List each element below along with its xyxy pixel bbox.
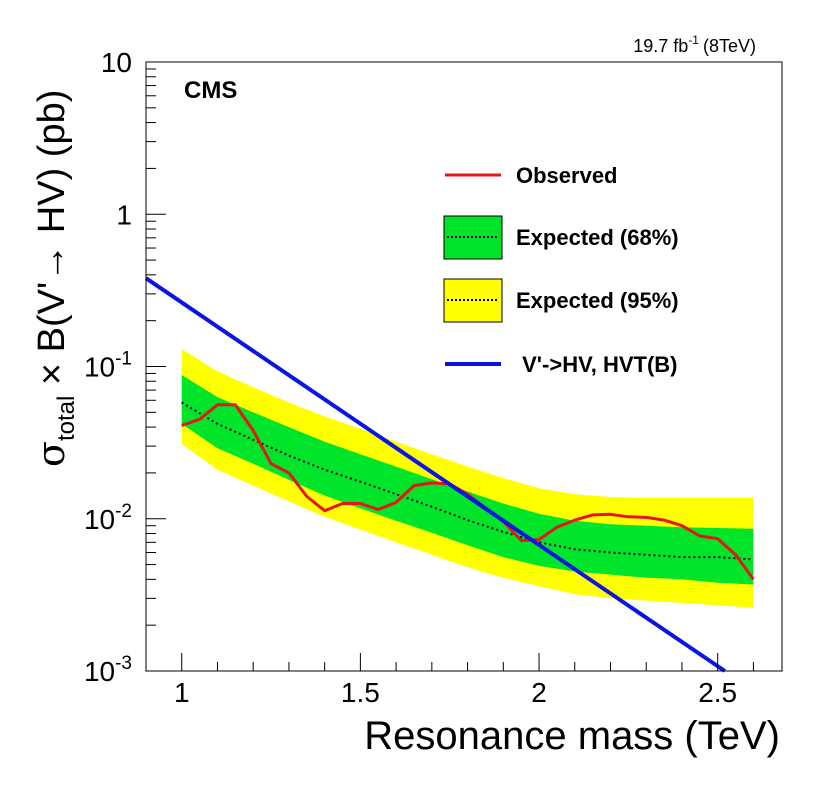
y-axis-title: σtotal × B(V'→ HV) (pb) [29,90,80,467]
lumi-exponent: -1 [688,33,699,47]
legend-exp68-label: Expected (68%) [516,225,679,250]
legend-exp95-label: Expected (95%) [516,288,679,313]
expected-bands [181,349,754,608]
y-tick-label: 10 [101,47,132,78]
axes: 1 1.5 2 2.5 10 1 10-1 10-2 10-3 [84,47,754,708]
limit-lines [144,276,755,673]
x-tick-label: 1.5 [341,677,380,708]
expected-median-line [181,401,754,561]
band-68 [181,375,754,585]
x-axis-title: Resonance mass (TeV) [364,714,780,758]
lumi-energy: (8TeV) [703,36,756,56]
lumi-label: 19.7 fb-1 (8TeV) [633,33,756,56]
legend-theory-label: V'->HV, HVT(B) [516,352,678,377]
y-tick-label: 10-1 [84,349,132,383]
y-axis-title-sub: total [53,396,80,441]
y-axis-title-main: × B(V'→ HV) (pb) [31,90,73,396]
x-tick-label: 2 [531,677,547,708]
legend-observed-label: Observed [516,163,618,188]
x-tick-label: 1 [174,677,190,708]
y-axis-title-sigma: σ [29,441,73,467]
theory-line [144,276,726,673]
x-tick-label: 2.5 [698,677,737,708]
y-tick-label: 10-2 [84,501,132,535]
experiment-label: CMS [184,77,237,104]
y-tick-label: 10-3 [84,653,132,687]
lumi-value: 19.7 fb [633,36,688,56]
y-tick-label: 1 [116,199,132,230]
legend: Observed Expected (68%) Expected (95%) V… [443,163,679,377]
